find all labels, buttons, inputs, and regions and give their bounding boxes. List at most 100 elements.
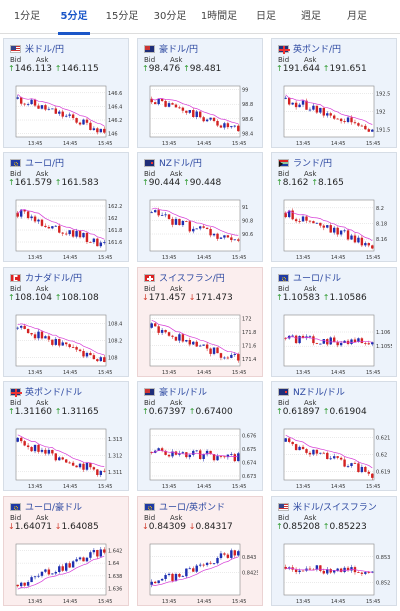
candle-body xyxy=(192,341,195,345)
candle-body xyxy=(308,568,312,570)
candle-body xyxy=(99,242,103,247)
candle-body xyxy=(319,452,322,454)
rate-card[interactable]: 米ドル/円 Bid Ask ↑146.113 ↑146.115 146.6 146.4 14… xyxy=(3,38,129,148)
card-header: ユーロ/円 xyxy=(10,156,64,169)
rate-card[interactable]: 英ポンド/ドル Bid Ask ↑1.31160 ↑1.31165 1.313 1.312… xyxy=(3,381,129,491)
candle-body xyxy=(185,452,188,458)
rate-card[interactable]: カナダドル/円 Bid Ask ↑108.104 ↑108.108 108.4 108.2… xyxy=(3,267,129,377)
candle-body xyxy=(61,342,64,346)
rate-card[interactable]: ユーロ/円 Bid Ask ↑161.579 ↑161.583 162.2 162 161.… xyxy=(3,152,129,262)
pair-name[interactable]: スイスフラン/円 xyxy=(159,274,225,284)
mini-chart[interactable]: 1.642 1.64 1.638 1.636 13:45 14:45 15:45 xyxy=(14,541,124,605)
candle-body xyxy=(167,103,171,107)
x-tick-label: 15:45 xyxy=(232,484,246,490)
pair-name[interactable]: ユーロ/ドル xyxy=(293,274,342,284)
tab-2[interactable]: 15分足 xyxy=(105,11,139,22)
x-tick-label: 14:45 xyxy=(197,484,211,490)
candle-body xyxy=(99,357,103,362)
candle-body xyxy=(360,572,364,574)
x-tick-label: 14:45 xyxy=(63,255,77,261)
candle-body xyxy=(19,325,23,328)
pair-name[interactable]: ユーロ/円 xyxy=(25,159,65,169)
candle-body xyxy=(78,122,82,125)
candle-body xyxy=(357,572,360,573)
za-flag-icon xyxy=(278,158,289,167)
candle-body xyxy=(364,243,367,246)
candle-body xyxy=(329,225,332,233)
chart-svg: 1.642 1.64 1.638 1.636 13:45 14:45 15:45 xyxy=(15,543,122,605)
candle-body xyxy=(164,329,167,333)
x-tick-label: 15:45 xyxy=(98,255,112,261)
pair-name[interactable]: 英ポンド/円 xyxy=(293,45,342,55)
x-tick-label: 13:45 xyxy=(28,599,42,605)
tab-4[interactable]: 1時間足 xyxy=(200,11,238,22)
tab-7[interactable]: 月足 xyxy=(347,11,367,22)
rate-card[interactable]: ユーロ/豪ドル Bid Ask ↓1.64071 ↓1.64085 1.642 1.64 1… xyxy=(3,496,129,606)
pair-name[interactable]: 米ドル/円 xyxy=(25,45,65,55)
ask-label: Ask xyxy=(36,514,49,522)
candle-body xyxy=(75,465,78,468)
mini-chart[interactable]: 108.4 108.2 108 13:45 14:45 15:45 xyxy=(14,312,124,376)
tab-5[interactable]: 日足 xyxy=(256,11,276,22)
candle-body xyxy=(37,575,40,577)
mini-chart[interactable]: 146.6 146.4 146.2 146 13:45 14:45 15:45 xyxy=(14,83,124,147)
mini-chart[interactable]: 0.676 0.675 0.674 0.673 13:45 14:45 15:45 xyxy=(148,426,258,490)
rate-card[interactable]: ランド/円 Bid Ask ↑8.162 ↑8.165 8.2 8.18 8.16 13:45… xyxy=(271,152,397,262)
au-flag-icon xyxy=(144,387,155,396)
candle-body xyxy=(19,209,23,217)
candle-body xyxy=(339,118,343,122)
moving-average-line xyxy=(151,556,239,586)
x-tick-label: 14:45 xyxy=(197,255,211,261)
rate-card[interactable]: NZドル/円 Bid Ask ↑90.444 ↑90.448 91 90.8 90.6 13:… xyxy=(137,152,263,262)
candle-body xyxy=(92,467,96,470)
candle-body xyxy=(44,449,47,454)
mini-chart[interactable]: 192.5 192 191.5 13:45 14:45 15:45 xyxy=(282,83,392,147)
pair-name[interactable]: ユーロ/英ポンド xyxy=(159,503,226,513)
rate-card[interactable]: 英ポンド/円 Bid Ask ↑191.644 ↑191.651 192.5 192 191… xyxy=(271,38,397,148)
candle-body xyxy=(75,559,78,562)
candle-body xyxy=(33,576,37,578)
candle-body xyxy=(312,449,315,455)
mini-chart[interactable]: 1.106 1.1055 13:45 14:45 15:45 xyxy=(282,312,392,376)
mini-chart[interactable]: 91 90.8 90.6 13:45 14:45 15:45 xyxy=(148,197,258,261)
mini-chart[interactable]: 99 98.8 98.6 98.4 13:45 14:45 15:45 xyxy=(148,83,258,147)
rate-card[interactable]: ユーロ/ドル Bid Ask ↑1.10583 ↑1.10586 1.106 1.1055… xyxy=(271,267,397,377)
candle-body xyxy=(223,235,226,238)
candle-body xyxy=(294,335,298,344)
mini-chart[interactable]: 172 171.8 171.6 171.4 13:45 14:45 15:45 xyxy=(148,312,258,376)
rate-card[interactable]: 豪ドル/円 Bid Ask ↑98.476 ↑98.481 99 98.8 98.6 98.4… xyxy=(137,38,263,148)
ask-label: Ask xyxy=(36,56,49,64)
moving-average-line xyxy=(17,434,105,467)
pair-name[interactable]: 豪ドル/ドル xyxy=(159,388,208,398)
rate-card[interactable]: スイスフラン/円 Bid Ask ↓171.457 ↓171.473 172 171.8 1… xyxy=(137,267,263,377)
pair-name[interactable]: カナダドル/円 xyxy=(25,274,83,284)
pair-name[interactable]: 米ドル/スイスフラン xyxy=(293,503,377,513)
candle-body xyxy=(99,470,103,475)
mini-chart[interactable]: 162.2 162 161.8 161.6 13:45 14:45 15:45 xyxy=(14,197,124,261)
mini-chart[interactable]: 8.2 8.18 8.16 13:45 14:45 15:45 xyxy=(282,197,392,261)
tab-1[interactable]: 5分足 xyxy=(52,0,96,35)
pair-name[interactable]: NZドル/ドル xyxy=(293,388,345,398)
rate-card[interactable]: 米ドル/スイスフラン Bid Ask ↑0.85208 ↑0.85223 0.853 0.… xyxy=(271,496,397,606)
price-labels: Bid Ask xyxy=(278,170,317,178)
pair-name[interactable]: 英ポンド/ドル xyxy=(25,388,83,398)
mini-chart[interactable]: 0.843 0.8425 13:45 14:45 15:45 xyxy=(148,541,258,605)
rate-card[interactable]: NZドル/ドル Bid Ask ↑0.61897 ↑0.61904 0.621 0.62 0… xyxy=(271,381,397,491)
tab-3[interactable]: 30分足 xyxy=(153,11,187,22)
y-tick-label: 108.4 xyxy=(108,322,122,328)
mini-chart[interactable]: 0.853 0.852 13:45 14:45 15:45 xyxy=(282,541,392,605)
pair-name[interactable]: 豪ドル/円 xyxy=(159,45,199,55)
tab-6[interactable]: 週足 xyxy=(301,11,321,22)
y-tick-label: 0.8425 xyxy=(242,571,258,577)
candle-body xyxy=(47,569,51,575)
ask-price: 146.115 xyxy=(61,64,99,74)
rate-card[interactable]: ユーロ/英ポンド Bid Ask ↓0.84309 ↓0.84317 0.843 0.84… xyxy=(137,496,263,606)
candle-body xyxy=(237,239,240,241)
mini-chart[interactable]: 0.621 0.62 0.619 13:45 14:45 15:45 xyxy=(282,426,392,490)
rate-card[interactable]: 豪ドル/ドル Bid Ask ↑0.67397 ↑0.67400 0.676 0.675 0… xyxy=(137,381,263,491)
pair-name[interactable]: ランド/円 xyxy=(293,159,333,169)
pair-name[interactable]: NZドル/円 xyxy=(159,159,202,169)
mini-chart[interactable]: 1.313 1.312 1.311 13:45 14:45 15:45 xyxy=(14,426,124,490)
tab-0[interactable]: 1分足 xyxy=(13,11,41,22)
pair-name[interactable]: ユーロ/豪ドル xyxy=(25,503,83,513)
